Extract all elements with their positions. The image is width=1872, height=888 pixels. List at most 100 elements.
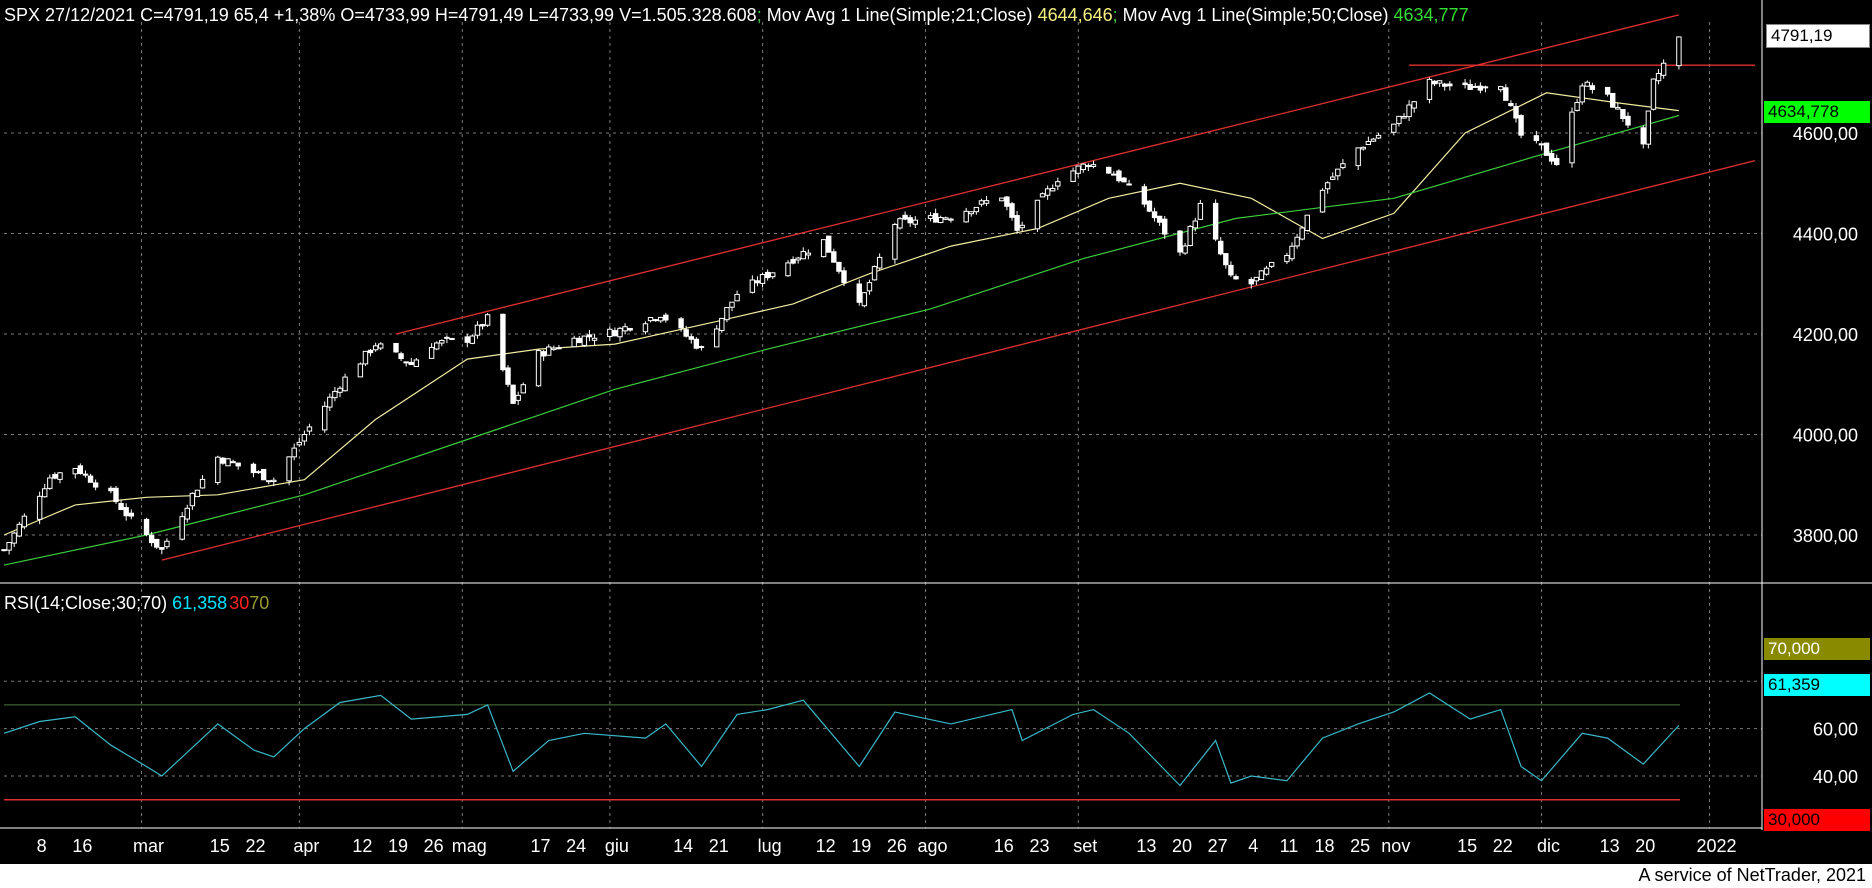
candle-body[interactable]	[1518, 115, 1524, 136]
candle-body[interactable]	[795, 257, 801, 261]
candle-body[interactable]	[1192, 220, 1198, 229]
candle-body[interactable]	[1075, 165, 1081, 174]
candle-body[interactable]	[16, 523, 22, 537]
candle-body[interactable]	[367, 349, 374, 354]
candle-body[interactable]	[179, 516, 185, 540]
candle-body[interactable]	[301, 434, 308, 442]
candle-body[interactable]	[1574, 102, 1580, 111]
candle-body[interactable]	[474, 324, 481, 336]
candle-body[interactable]	[652, 319, 659, 322]
candle-body[interactable]	[1111, 173, 1117, 176]
candle-body[interactable]	[826, 235, 832, 253]
candle-body[interactable]	[1039, 193, 1046, 198]
candle-body[interactable]	[1116, 170, 1122, 182]
candle-body[interactable]	[362, 350, 369, 365]
candle-body[interactable]	[1050, 187, 1056, 192]
candle-body[interactable]	[1044, 188, 1051, 196]
candle-body[interactable]	[734, 293, 740, 302]
candle-body[interactable]	[932, 213, 939, 223]
candle-body[interactable]	[1650, 78, 1657, 110]
candle-body[interactable]	[902, 214, 908, 220]
candle-body[interactable]	[1645, 110, 1652, 145]
candle-body[interactable]	[617, 327, 623, 338]
candle-body[interactable]	[1640, 127, 1646, 145]
candle-body[interactable]	[1538, 143, 1545, 146]
candle-body[interactable]	[47, 477, 53, 489]
candle-body[interactable]	[1406, 104, 1412, 118]
candle-body[interactable]	[403, 361, 409, 364]
candle-body[interactable]	[479, 324, 486, 327]
candle-body[interactable]	[1146, 200, 1153, 212]
candle-body[interactable]	[612, 330, 618, 337]
candle-body[interactable]	[332, 390, 338, 399]
candle-body[interactable]	[678, 318, 684, 329]
candle-body[interactable]	[866, 282, 873, 292]
candle-body[interactable]	[1426, 78, 1433, 100]
candle-body[interactable]	[1391, 123, 1397, 133]
candle-body[interactable]	[535, 350, 542, 387]
candle-body[interactable]	[1182, 245, 1188, 254]
candle-body[interactable]	[118, 502, 124, 510]
candle-body[interactable]	[439, 340, 445, 344]
candle-body[interactable]	[683, 329, 689, 337]
candle-body[interactable]	[1498, 86, 1504, 91]
candle-body[interactable]	[123, 507, 129, 517]
candle-body[interactable]	[378, 343, 384, 349]
candle-body[interactable]	[230, 461, 236, 464]
candle-body[interactable]	[1156, 215, 1163, 223]
candle-body[interactable]	[260, 468, 267, 481]
candle-body[interactable]	[515, 394, 521, 401]
candle-body[interactable]	[21, 515, 28, 528]
candle-body[interactable]	[688, 336, 694, 340]
candle-body[interactable]	[658, 316, 664, 322]
candle-body[interactable]	[1121, 177, 1127, 183]
candle-body[interactable]	[540, 351, 547, 357]
candle-body[interactable]	[983, 200, 990, 204]
candle-body[interactable]	[1482, 86, 1489, 89]
candle-body[interactable]	[1584, 81, 1590, 87]
candle-body[interactable]	[1197, 202, 1204, 220]
ma21-legend-label[interactable]: Mov Avg 1 Line(Simple;21;Close)	[766, 5, 1033, 25]
candle-body[interactable]	[372, 345, 379, 351]
candle-body[interactable]	[1589, 85, 1596, 91]
candle-body[interactable]	[876, 256, 883, 269]
candle-body[interactable]	[57, 472, 63, 480]
candle-body[interactable]	[627, 328, 633, 331]
candlestick-series[interactable]	[1, 36, 1682, 555]
candle-body[interactable]	[836, 261, 842, 272]
candle-body[interactable]	[255, 471, 262, 474]
candle-body[interactable]	[754, 280, 761, 284]
candle-body[interactable]	[927, 215, 934, 219]
candle-body[interactable]	[1233, 276, 1239, 280]
candle-body[interactable]	[1090, 164, 1097, 167]
candle-body[interactable]	[759, 273, 766, 284]
candle-body[interactable]	[393, 342, 399, 353]
candle-body[interactable]	[1375, 134, 1382, 139]
candle-body[interactable]	[1579, 85, 1585, 103]
candle-body[interactable]	[342, 376, 348, 392]
candle-body[interactable]	[1177, 230, 1183, 253]
candle-body[interactable]	[6, 541, 12, 551]
candle-body[interactable]	[250, 463, 257, 474]
candle-body[interactable]	[1187, 225, 1193, 246]
candle-body[interactable]	[52, 474, 58, 479]
candle-body[interactable]	[1070, 170, 1076, 182]
candle-body[interactable]	[912, 219, 918, 225]
candle-body[interactable]	[1126, 183, 1132, 186]
candle-body[interactable]	[449, 337, 455, 340]
candle-body[interactable]	[999, 197, 1005, 202]
candle-body[interactable]	[1299, 227, 1305, 240]
candle-body[interactable]	[729, 301, 735, 308]
candle-body[interactable]	[856, 283, 862, 303]
candle-body[interactable]	[154, 538, 160, 548]
candle-body[interactable]	[1503, 87, 1509, 101]
candle-body[interactable]	[484, 314, 491, 326]
candle-body[interactable]	[1462, 82, 1468, 86]
candle-body[interactable]	[1620, 109, 1626, 120]
candle-body[interactable]	[831, 251, 837, 263]
candle-body[interactable]	[714, 328, 720, 348]
candle-body[interactable]	[444, 336, 450, 339]
rsi-line[interactable]	[3, 692, 1680, 787]
candle-body[interactable]	[551, 347, 557, 350]
candle-body[interactable]	[72, 468, 78, 475]
